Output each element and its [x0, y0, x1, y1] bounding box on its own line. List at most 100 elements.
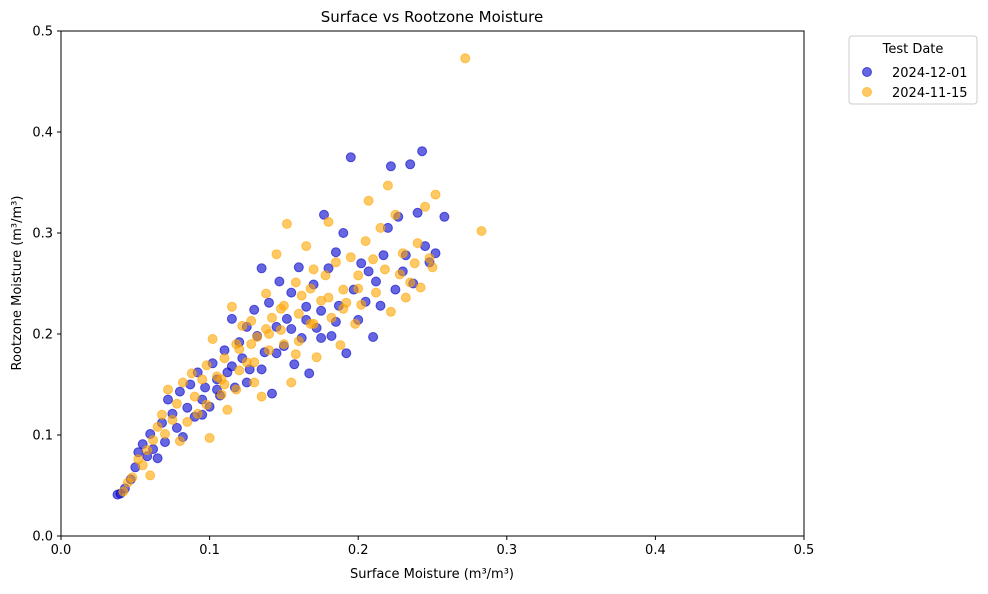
point-2024-11-15-22	[204, 433, 215, 443]
point-2024-12-01-65	[356, 258, 367, 269]
point-2024-11-15-31	[237, 320, 248, 331]
point-2024-11-15-6	[145, 470, 156, 481]
point-2024-12-01-68	[368, 332, 379, 342]
point-2024-11-15-4	[137, 460, 148, 471]
point-2024-12-01-73	[385, 161, 396, 172]
point-2024-11-15-27	[222, 404, 233, 415]
point-2024-11-15-103	[305, 283, 316, 294]
point-2024-11-15-60	[345, 252, 356, 263]
series-2024-11-15	[118, 53, 487, 497]
point-2024-11-15-0	[118, 486, 129, 497]
legend-label-2024-11-15: 2024-11-15	[892, 86, 968, 101]
point-2024-11-15-5	[142, 445, 153, 456]
point-2024-11-15-76	[405, 277, 416, 288]
point-2024-11-15-53	[320, 270, 331, 281]
y-tick-label: 0.1	[32, 429, 53, 444]
point-2024-11-15-74	[397, 248, 408, 259]
y-tick-label: 0.2	[32, 328, 53, 343]
point-2024-11-15-82	[430, 189, 441, 200]
point-2024-11-15-92	[308, 318, 319, 329]
point-2024-12-01-57	[326, 331, 337, 341]
x-tick-label: 0.0	[51, 543, 72, 558]
point-2024-11-15-55	[326, 312, 337, 323]
point-2024-11-15-30	[234, 365, 245, 376]
point-2024-11-15-38	[264, 345, 274, 356]
point-2024-11-15-39	[267, 312, 277, 323]
point-2024-11-15-70	[382, 180, 393, 191]
point-2024-12-01-86	[256, 364, 267, 375]
point-2024-12-01-36	[249, 304, 260, 315]
point-2024-11-15-13	[171, 398, 182, 409]
point-2024-11-15-7	[148, 435, 159, 446]
point-2024-11-15-81	[424, 253, 435, 264]
point-2024-11-15-19	[192, 408, 203, 419]
point-2024-12-01-71	[378, 250, 389, 261]
point-2024-11-15-83	[427, 262, 438, 273]
point-2024-11-15-99	[246, 339, 257, 350]
y-tick-label: 0.5	[32, 25, 53, 40]
point-2024-12-01-58	[330, 247, 341, 258]
point-2024-11-15-61	[350, 318, 361, 329]
point-2024-11-15-26	[219, 353, 230, 364]
point-2024-11-15-46	[293, 336, 304, 347]
point-2024-11-15-9	[157, 409, 167, 420]
point-2024-11-15-63	[356, 299, 367, 310]
point-2024-12-01-55	[319, 209, 329, 220]
y-tick-label: 0.3	[32, 227, 53, 242]
series-2024-12-01	[112, 146, 450, 500]
point-2024-12-01-54	[316, 305, 327, 316]
point-2024-12-01-78	[405, 159, 416, 170]
point-2024-11-15-66	[368, 254, 379, 265]
point-2024-12-01-50	[301, 301, 312, 312]
point-2024-11-15-35	[252, 332, 263, 342]
point-2024-12-01-88	[286, 324, 297, 334]
point-2024-11-15-87	[234, 344, 245, 355]
point-2024-11-15-16	[182, 416, 193, 427]
point-2024-11-15-34	[249, 377, 260, 388]
point-2024-11-15-50	[308, 264, 319, 275]
point-2024-11-15-84	[460, 53, 471, 64]
point-2024-11-15-40	[271, 249, 282, 260]
point-2024-11-15-93	[323, 292, 334, 303]
points-layer	[112, 53, 487, 500]
y-tick-label: 0.4	[32, 126, 53, 141]
point-2024-11-15-101	[275, 303, 286, 314]
point-2024-11-15-58	[338, 284, 349, 295]
point-2024-11-15-10	[160, 429, 170, 439]
point-2024-12-01-67	[363, 266, 374, 277]
point-2024-11-15-91	[293, 308, 304, 319]
chart-title: Surface vs Rootzone Moisture	[321, 8, 543, 26]
point-2024-11-15-37	[261, 288, 272, 299]
point-2024-11-15-72	[390, 209, 401, 220]
point-2024-12-01-70	[375, 300, 386, 311]
point-2024-11-15-95	[353, 283, 364, 294]
point-2024-12-01-51	[304, 368, 315, 379]
point-2024-11-15-57	[335, 340, 346, 351]
point-2024-11-15-71	[385, 306, 396, 317]
point-2024-11-15-96	[201, 399, 212, 410]
point-2024-11-15-85	[476, 226, 487, 236]
point-2024-11-15-75	[400, 292, 411, 303]
point-2024-12-01-91	[226, 361, 237, 372]
point-2024-12-01-47	[289, 359, 300, 370]
point-2024-11-15-12	[167, 414, 178, 425]
point-2024-11-15-54	[323, 216, 334, 227]
point-2024-11-15-56	[330, 257, 341, 268]
y-axis: 0.0 0.1 0.2 0.3 0.4 0.5	[32, 25, 61, 545]
point-2024-12-01-92	[316, 333, 327, 343]
point-2024-11-15-80	[420, 201, 431, 212]
point-2024-11-15-65	[363, 195, 374, 206]
legend-label-2024-12-01: 2024-12-01	[892, 66, 968, 81]
point-2024-11-15-47	[296, 290, 307, 301]
point-2024-12-01-46	[286, 287, 297, 298]
point-2024-12-01-18	[182, 402, 193, 413]
point-2024-12-01-62	[345, 152, 356, 163]
point-2024-11-15-25	[216, 389, 227, 400]
point-2024-12-01-16	[174, 386, 185, 397]
point-2024-11-15-77	[409, 258, 420, 269]
point-2024-12-01-74	[390, 284, 401, 295]
legend-box	[848, 35, 978, 105]
x-tick-label: 0.3	[496, 543, 517, 558]
point-2024-11-15-21	[201, 360, 212, 371]
